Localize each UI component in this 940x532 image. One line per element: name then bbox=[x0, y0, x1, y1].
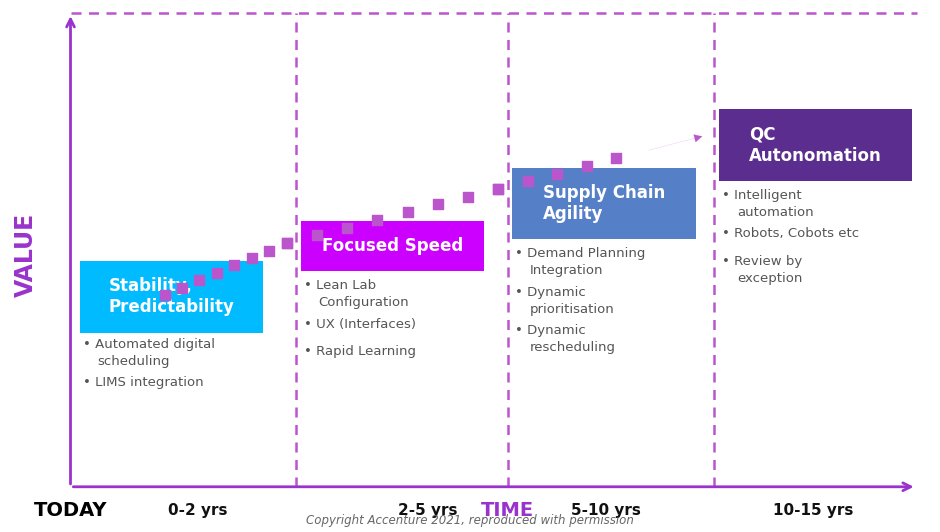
Text: • UX (Interfaces): • UX (Interfaces) bbox=[304, 318, 415, 330]
Point bbox=[520, 177, 535, 186]
Point bbox=[491, 185, 506, 193]
Text: • Rapid Learning: • Rapid Learning bbox=[304, 345, 415, 358]
Bar bbox=[80, 261, 263, 332]
Text: Focused Speed: Focused Speed bbox=[321, 237, 463, 255]
Text: Integration: Integration bbox=[530, 264, 603, 277]
Text: TIME: TIME bbox=[481, 501, 534, 520]
Point bbox=[157, 291, 172, 300]
Point bbox=[609, 154, 624, 163]
Text: 2-5 yrs: 2-5 yrs bbox=[398, 503, 458, 518]
Point bbox=[210, 269, 225, 277]
Text: Copyright Accenture 2021, reproduced with permission: Copyright Accenture 2021, reproduced wit… bbox=[306, 514, 634, 527]
Point bbox=[279, 239, 294, 247]
Point bbox=[369, 215, 384, 224]
Bar bbox=[512, 168, 696, 239]
Point bbox=[431, 200, 446, 209]
Text: QC
Autonomation: QC Autonomation bbox=[749, 125, 882, 165]
Point bbox=[279, 239, 294, 247]
Text: Stability,
Predictability: Stability, Predictability bbox=[109, 277, 234, 317]
Text: • Review by: • Review by bbox=[722, 255, 802, 268]
Text: prioritisation: prioritisation bbox=[530, 303, 615, 315]
Text: exception: exception bbox=[737, 272, 803, 285]
Text: TODAY: TODAY bbox=[34, 501, 107, 520]
Text: Configuration: Configuration bbox=[319, 296, 409, 309]
Text: Supply Chain
Agility: Supply Chain Agility bbox=[542, 184, 666, 223]
Point bbox=[244, 254, 259, 262]
Text: VALUE: VALUE bbox=[14, 213, 39, 297]
Point bbox=[227, 261, 242, 270]
Point bbox=[261, 246, 276, 255]
Text: rescheduling: rescheduling bbox=[530, 341, 616, 354]
Text: • Robots, Cobots etc: • Robots, Cobots etc bbox=[722, 227, 859, 240]
Point bbox=[491, 185, 506, 193]
Text: • Automated digital: • Automated digital bbox=[83, 338, 214, 351]
Text: 0-2 yrs: 0-2 yrs bbox=[167, 503, 227, 518]
Point bbox=[175, 284, 190, 292]
Point bbox=[579, 162, 594, 170]
Text: automation: automation bbox=[737, 206, 814, 219]
Bar bbox=[301, 221, 484, 271]
Text: 10-15 yrs: 10-15 yrs bbox=[773, 503, 854, 518]
Point bbox=[339, 223, 354, 232]
Text: • Intelligent: • Intelligent bbox=[722, 189, 802, 202]
Text: 5-10 yrs: 5-10 yrs bbox=[572, 503, 641, 518]
Point bbox=[192, 276, 207, 285]
Text: • Dynamic: • Dynamic bbox=[515, 286, 586, 298]
Point bbox=[309, 231, 324, 239]
Point bbox=[461, 193, 476, 201]
Text: • LIMS integration: • LIMS integration bbox=[83, 376, 203, 389]
Text: • Lean Lab: • Lean Lab bbox=[304, 279, 376, 292]
Point bbox=[550, 169, 565, 178]
Point bbox=[400, 208, 415, 217]
Text: scheduling: scheduling bbox=[98, 355, 170, 368]
Text: • Demand Planning: • Demand Planning bbox=[515, 247, 646, 260]
Bar bbox=[719, 109, 912, 181]
Text: • Dynamic: • Dynamic bbox=[515, 324, 586, 337]
